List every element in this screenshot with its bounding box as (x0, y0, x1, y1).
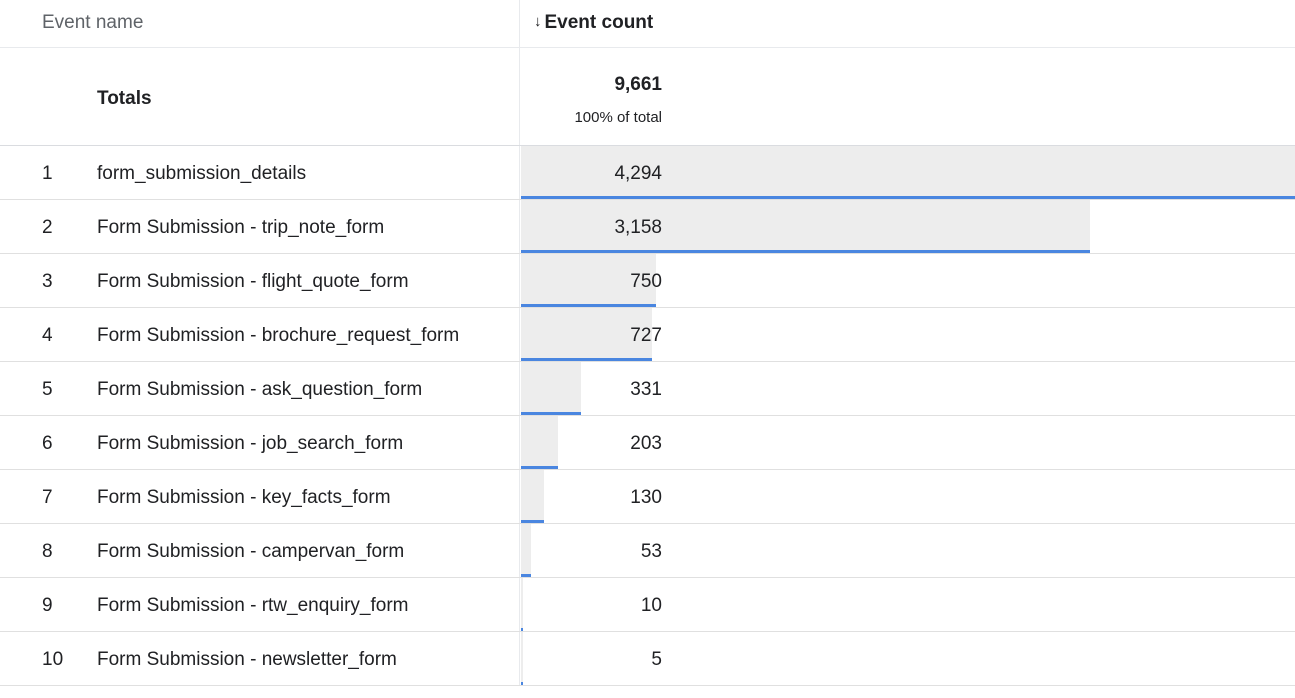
table-row: 9 Form Submission - rtw_enquiry_form 10 (0, 578, 1295, 632)
row-rank: 6 (42, 433, 53, 454)
column-divider (519, 470, 520, 523)
event-count-bar (521, 632, 523, 682)
event-name-column-header[interactable]: Event name (42, 12, 144, 33)
event-count-cell: 130 (630, 487, 662, 508)
event-count-cell: 3,158 (614, 217, 662, 238)
row-rank: 9 (42, 595, 53, 616)
event-count-cell: 4,294 (614, 163, 662, 184)
row-rank: 4 (42, 325, 53, 346)
event-count-cell: 203 (630, 433, 662, 454)
event-name-cell[interactable]: Form Submission - campervan_form (97, 541, 405, 562)
row-rank: 7 (42, 487, 53, 508)
row-rank: 10 (42, 649, 64, 670)
event-count-bar (521, 254, 656, 304)
event-count-bar (521, 362, 581, 412)
column-divider (519, 362, 520, 415)
event-count-bar (521, 146, 1295, 196)
table-row: 8 Form Submission - campervan_form 53 (0, 524, 1295, 578)
column-divider (519, 254, 520, 307)
event-name-cell[interactable]: Form Submission - rtw_enquiry_form (97, 595, 409, 616)
event-count-bar-indicator (521, 466, 558, 469)
event-count-bar-indicator (521, 358, 652, 361)
totals-label: Totals (97, 88, 152, 109)
event-count-cell: 5 (651, 649, 662, 670)
column-divider (519, 416, 520, 469)
row-rank: 1 (42, 163, 53, 184)
event-name-cell[interactable]: Form Submission - newsletter_form (97, 649, 397, 670)
event-count-cell: 331 (630, 379, 662, 400)
row-rank: 5 (42, 379, 53, 400)
event-count-bar-indicator (521, 412, 581, 415)
table-row: 3 Form Submission - flight_quote_form 750 (0, 254, 1295, 308)
table-row: 6 Form Submission - job_search_form 203 (0, 416, 1295, 470)
totals-row: Totals 9,661 100% of total (0, 48, 1295, 146)
event-count-bar-indicator (521, 304, 656, 307)
table-body: 1 form_submission_details 4,294 2 Form Submi… (0, 146, 1295, 686)
totals-percent: 100% of total (574, 109, 662, 126)
event-count-bar (521, 578, 523, 628)
column-divider (519, 146, 520, 199)
event-count-bar-indicator (521, 250, 1090, 253)
event-count-cell: 727 (630, 325, 662, 346)
row-rank: 8 (42, 541, 53, 562)
event-count-bar (521, 470, 544, 520)
event-count-cell: 10 (640, 595, 662, 616)
table-row: 7 Form Submission - key_facts_form 130 (0, 470, 1295, 524)
event-count-bar-indicator (521, 196, 1295, 199)
table-row: 2 Form Submission - trip_note_form 3,158 (0, 200, 1295, 254)
sort-descending-arrow-icon: ↓ (534, 13, 542, 30)
event-name-cell[interactable]: Form Submission - flight_quote_form (97, 271, 409, 292)
totals-value: 9,661 (614, 74, 662, 95)
event-count-bar-indicator (521, 628, 523, 631)
event-name-cell[interactable]: Form Submission - brochure_request_form (97, 325, 460, 346)
event-count-bar-indicator (521, 574, 531, 577)
event-name-cell[interactable]: Form Submission - job_search_form (97, 433, 404, 454)
column-divider (519, 632, 520, 685)
event-count-cell: 750 (630, 271, 662, 292)
row-rank: 3 (42, 271, 53, 292)
event-name-cell[interactable]: Form Submission - ask_question_form (97, 379, 423, 400)
event-count-column-header[interactable]: ↓ Event count (534, 12, 653, 34)
column-divider (519, 308, 520, 361)
column-divider (519, 200, 520, 253)
event-count-bar (521, 416, 558, 466)
table-row: 5 Form Submission - ask_question_form 331 (0, 362, 1295, 416)
table-row: 1 form_submission_details 4,294 (0, 146, 1295, 200)
table-row: 10 Form Submission - newsletter_form 5 (0, 632, 1295, 686)
event-count-header-label: Event count (544, 12, 654, 33)
event-count-cell: 53 (640, 541, 662, 562)
table-row: 4 Form Submission - brochure_request_form… (0, 308, 1295, 362)
event-count-bar-indicator (521, 682, 523, 685)
event-name-cell[interactable]: Form Submission - key_facts_form (97, 487, 391, 508)
column-divider (519, 524, 520, 577)
column-divider (519, 578, 520, 631)
event-count-bar (521, 308, 652, 358)
event-name-cell[interactable]: Form Submission - trip_note_form (97, 217, 385, 238)
event-count-bar-indicator (521, 520, 544, 523)
row-rank: 2 (42, 217, 53, 238)
column-divider (519, 0, 520, 145)
table-header-row: Event name ↓ Event count (0, 0, 1295, 48)
event-count-bar (521, 524, 531, 574)
event-count-bar (521, 200, 1090, 250)
event-name-cell[interactable]: form_submission_details (97, 163, 307, 184)
